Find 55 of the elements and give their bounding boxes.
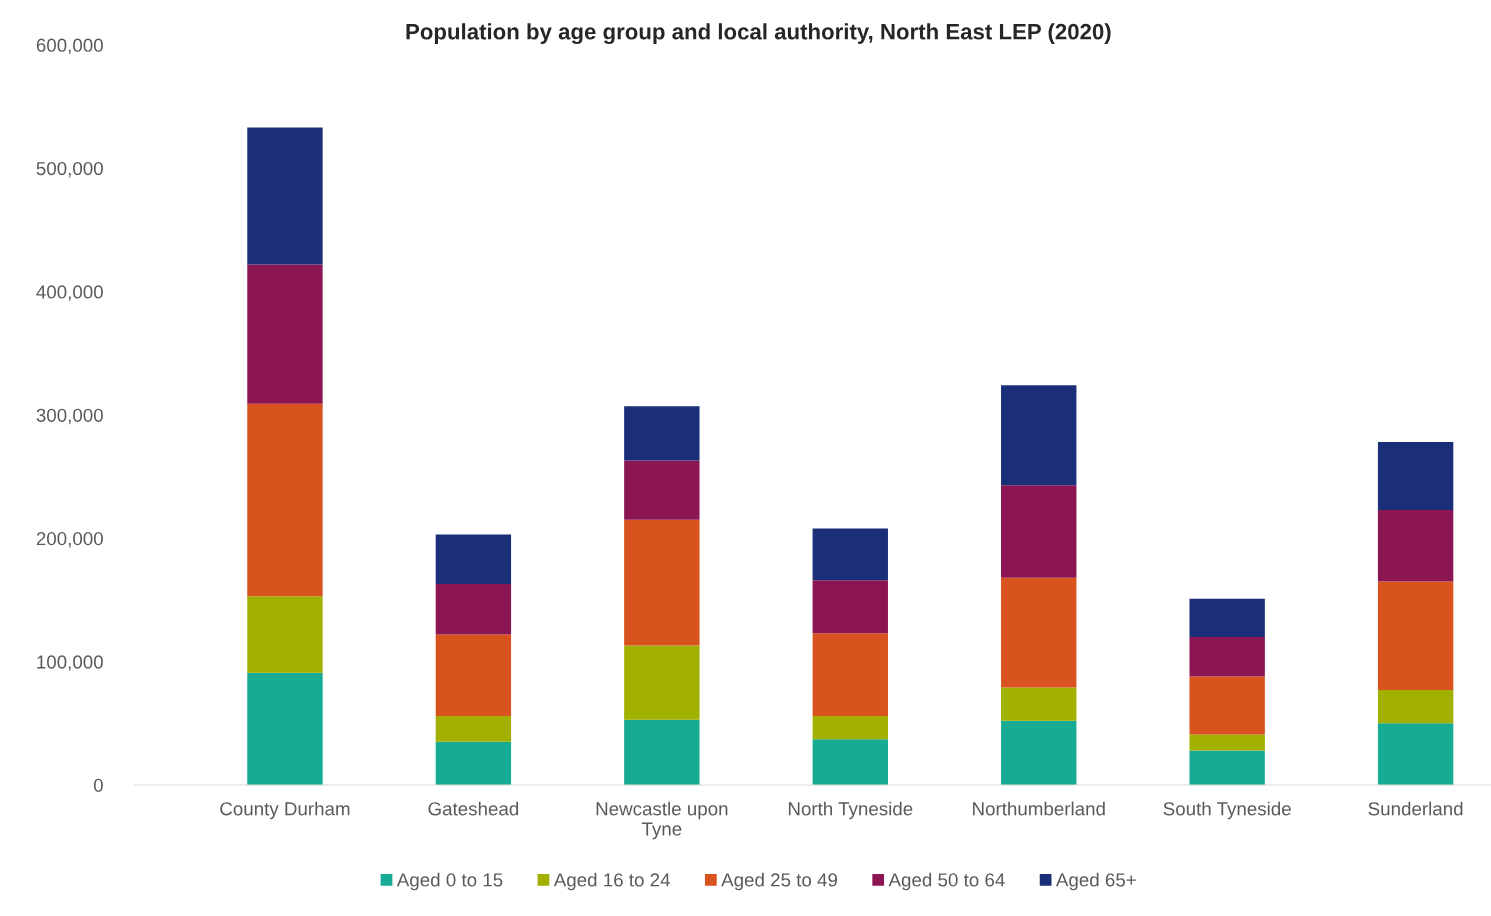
y-tick-label: 500,000: [36, 161, 103, 178]
x-tick-label: Northumberland: [973, 801, 1105, 816]
bar: [812, 528, 888, 581]
y-tick-label: 0: [93, 778, 103, 792]
bar: [812, 739, 888, 786]
bar: [1377, 442, 1454, 510]
bar: [247, 403, 323, 597]
x-tick-label: North Tyneside: [788, 801, 913, 820]
bar: [624, 519, 700, 646]
bar: [1189, 734, 1265, 751]
y-tick-label: 200,000: [36, 532, 103, 548]
bar: [1001, 720, 1077, 786]
chart-title: Population by age group and local authority, North East LEP (2020): [406, 23, 1111, 45]
y-tick-label: 100,000: [37, 655, 103, 671]
bar: [812, 633, 888, 716]
bar: [435, 715, 512, 742]
bar: [1377, 723, 1454, 786]
y-tick-label: 300,000: [36, 408, 103, 425]
bar: [1377, 509, 1454, 582]
bar: [1001, 385, 1077, 486]
legend-label: Aged 25 to 49: [721, 872, 838, 891]
y-tick-label: 400,000: [36, 285, 103, 301]
bar: [1377, 690, 1454, 724]
bar: [1001, 485, 1077, 578]
bar: [812, 580, 888, 634]
bar: [1001, 577, 1077, 688]
legend-label: Aged 16 to 24: [553, 872, 670, 891]
legend-label: Aged 65+: [1055, 872, 1136, 891]
bar: [247, 672, 323, 786]
x-tick-label: Gateshead: [428, 801, 519, 816]
bar: [435, 583, 512, 635]
bar: [1189, 636, 1265, 677]
legend-label: Aged 50 to 64: [888, 872, 1005, 891]
bar: [1189, 676, 1265, 735]
bar: [624, 645, 700, 720]
bar: [812, 715, 888, 740]
legend-label: Aged 0 to 15: [396, 872, 503, 891]
bar: [247, 127, 323, 265]
bar: [435, 634, 512, 716]
y-tick-label: 600,000: [36, 38, 103, 55]
bar: [435, 741, 512, 786]
bar: [435, 534, 512, 584]
bar: [624, 406, 700, 461]
bar: [1377, 581, 1454, 691]
x-tick-label: County Durham: [220, 801, 350, 820]
bar: [247, 264, 323, 404]
bar: [1001, 687, 1077, 721]
x-tick-label: Sunderland: [1368, 801, 1463, 816]
bar: [247, 596, 323, 673]
bar: [1189, 750, 1265, 786]
x-tick-label: South Tyneside: [1163, 801, 1291, 820]
x-tick-label: Newcastle upon Tyne: [596, 801, 728, 840]
bar: [624, 460, 700, 520]
bar: [624, 719, 700, 786]
bar: [1189, 598, 1265, 637]
